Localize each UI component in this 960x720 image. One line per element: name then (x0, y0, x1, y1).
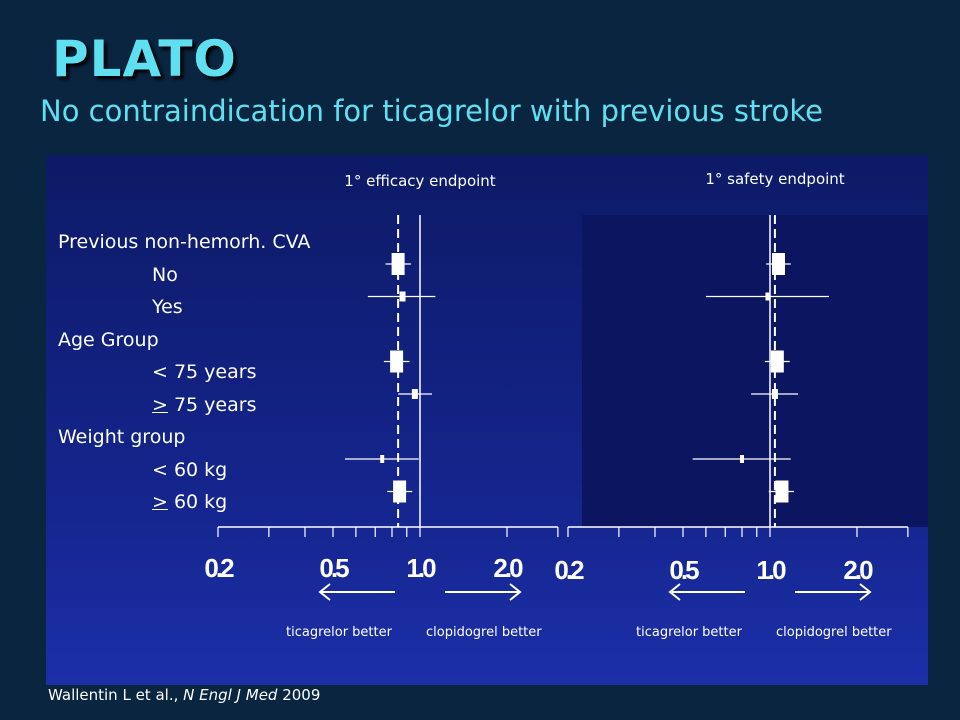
x-tick-label: 0.2 (204, 553, 234, 583)
left-arrow-head (318, 583, 331, 601)
subgroup-label: Age Group (58, 328, 159, 351)
subgroup-label: Previous non-hemorh. CVA (58, 231, 311, 253)
left-arrow-head (668, 583, 681, 601)
citation-authors: Wallentin L et al., (48, 686, 184, 704)
subgroup-label-text: 60 kg (167, 491, 228, 513)
x-tick-label: 2.0 (843, 555, 873, 585)
point-estimate-box (393, 480, 407, 503)
ticagrelor-better-label: ticagrelor better (286, 625, 393, 640)
point-estimate-box (391, 253, 405, 275)
chart-title: 1° safety endpoint (705, 170, 844, 188)
subgroup-label: > 60 kg (58, 486, 310, 519)
x-tick-label: 0.2 (554, 555, 584, 585)
right-arrow-head (859, 583, 872, 601)
point-estimate-box (775, 480, 789, 503)
page-title: PLATO (52, 30, 237, 88)
chart-title: 1° efficacy endpoint (344, 172, 496, 190)
subgroup-label: Yes (152, 296, 183, 318)
ticagrelor-better-label: ticagrelor better (636, 625, 743, 640)
subgroup-labels: Previous non-hemorh. CVA No Yes Age Group < … (58, 226, 310, 519)
x-tick-label: 0.5 (319, 553, 349, 583)
x-tick-label: 2.0 (493, 553, 523, 583)
x-tick-label: 1.0 (756, 555, 786, 585)
clopidogrel-better-label: clopidogrel better (776, 625, 892, 640)
x-tick-label: 0.5 (669, 555, 699, 585)
subgroup-label: < 75 years (152, 361, 257, 383)
point-estimate-box (380, 455, 385, 463)
subgroup-label-text: 75 years (167, 393, 257, 416)
subgroup-label: > 75 years (58, 389, 310, 422)
point-estimate-box (771, 389, 778, 399)
safety-plot-background (582, 215, 928, 527)
page-subtitle: No contraindication for ticagrelor with … (40, 94, 823, 128)
ge-symbol: > (152, 491, 168, 513)
point-estimate-box (390, 350, 404, 373)
point-estimate-box (399, 291, 406, 302)
citation-journal: N Engl J Med (183, 686, 278, 704)
subgroup-label: Weight group (58, 426, 186, 448)
right-arrow-head (509, 583, 522, 601)
ge-symbol: > (152, 393, 168, 416)
point-estimate-box (739, 455, 744, 463)
point-estimate-box (770, 350, 784, 373)
citation-year: 2009 (277, 686, 321, 704)
point-estimate-box (771, 253, 785, 275)
subgroup-label: No (152, 263, 178, 286)
point-estimate-box (765, 292, 770, 301)
clopidogrel-better-label: clopidogrel better (426, 625, 542, 640)
subgroup-label: < 60 kg (152, 458, 228, 481)
x-tick-label: 1.0 (406, 553, 436, 583)
point-estimate-box (411, 389, 418, 399)
citation: Wallentin L et al., N Engl J Med 2009 (48, 686, 320, 704)
